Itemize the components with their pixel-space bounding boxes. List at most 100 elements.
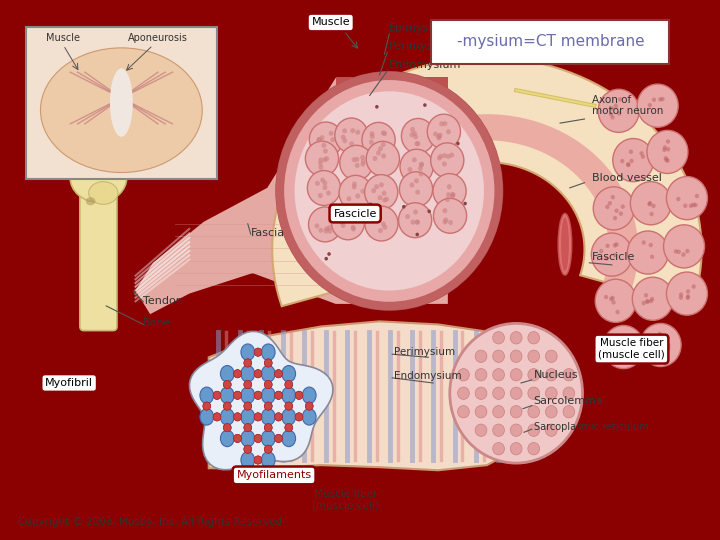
Circle shape [593,187,634,230]
Circle shape [339,217,344,221]
Circle shape [400,172,433,207]
Circle shape [475,406,487,418]
Circle shape [630,181,671,225]
Circle shape [274,413,282,421]
Circle shape [648,103,652,107]
Circle shape [213,391,221,400]
Ellipse shape [241,430,255,447]
Circle shape [629,159,634,163]
Circle shape [223,380,231,389]
Ellipse shape [261,409,275,425]
Circle shape [641,154,645,159]
Circle shape [285,380,292,389]
Circle shape [274,369,282,378]
Text: Tendon: Tendon [143,296,183,306]
Circle shape [604,295,608,299]
Circle shape [605,256,608,261]
Circle shape [318,193,323,198]
Circle shape [644,293,648,298]
Circle shape [264,423,272,432]
Circle shape [442,153,447,158]
Circle shape [254,413,262,421]
Circle shape [610,106,614,111]
Circle shape [264,402,272,410]
Ellipse shape [282,387,296,403]
Circle shape [369,202,372,206]
Circle shape [447,184,451,190]
Circle shape [679,295,683,300]
Circle shape [364,174,397,210]
Circle shape [450,323,582,463]
Circle shape [317,137,322,142]
Polygon shape [336,114,638,289]
Circle shape [666,139,670,144]
Circle shape [611,300,616,305]
Circle shape [591,233,632,276]
Circle shape [413,210,418,214]
Circle shape [646,299,650,304]
Circle shape [264,423,272,432]
Circle shape [433,198,467,233]
Circle shape [438,154,443,159]
Circle shape [664,156,668,160]
Circle shape [382,198,387,202]
Circle shape [323,228,328,234]
Circle shape [341,134,346,140]
Circle shape [458,369,469,381]
Circle shape [277,73,502,309]
Ellipse shape [220,387,234,403]
Circle shape [318,165,323,170]
Circle shape [456,141,459,145]
Circle shape [418,171,423,177]
Circle shape [274,413,282,421]
Circle shape [321,143,326,148]
Circle shape [658,97,662,102]
Text: Endomysium: Endomysium [394,371,462,381]
Circle shape [213,391,221,400]
Circle shape [563,406,575,418]
Circle shape [264,359,272,367]
Text: Aponeurosis: Aponeurosis [128,33,188,43]
Circle shape [318,158,323,163]
Circle shape [233,413,241,421]
Circle shape [613,253,617,258]
Circle shape [603,326,644,369]
Circle shape [295,391,303,400]
Circle shape [328,228,333,234]
Circle shape [264,359,272,367]
Circle shape [415,141,420,146]
Circle shape [381,142,386,147]
Circle shape [223,423,231,432]
Circle shape [599,249,603,253]
Circle shape [213,413,221,421]
Circle shape [343,138,347,143]
Circle shape [346,196,351,201]
Circle shape [285,402,292,410]
Circle shape [433,174,466,208]
Circle shape [609,296,613,301]
Circle shape [254,369,262,378]
Circle shape [320,135,325,140]
Circle shape [400,149,433,184]
Ellipse shape [241,344,255,360]
Circle shape [423,103,427,107]
Ellipse shape [200,409,214,425]
Circle shape [244,380,252,389]
Circle shape [691,202,696,207]
Circle shape [326,191,331,195]
Circle shape [450,192,455,198]
Circle shape [621,336,625,340]
Circle shape [244,402,252,410]
FancyBboxPatch shape [336,77,448,116]
Circle shape [546,424,557,436]
Circle shape [254,348,262,356]
Circle shape [627,231,668,274]
Circle shape [244,423,252,432]
Circle shape [274,391,282,400]
Circle shape [598,89,639,132]
Circle shape [410,132,414,137]
Circle shape [376,150,381,156]
Circle shape [546,387,557,400]
Circle shape [361,188,365,194]
Ellipse shape [558,213,572,275]
